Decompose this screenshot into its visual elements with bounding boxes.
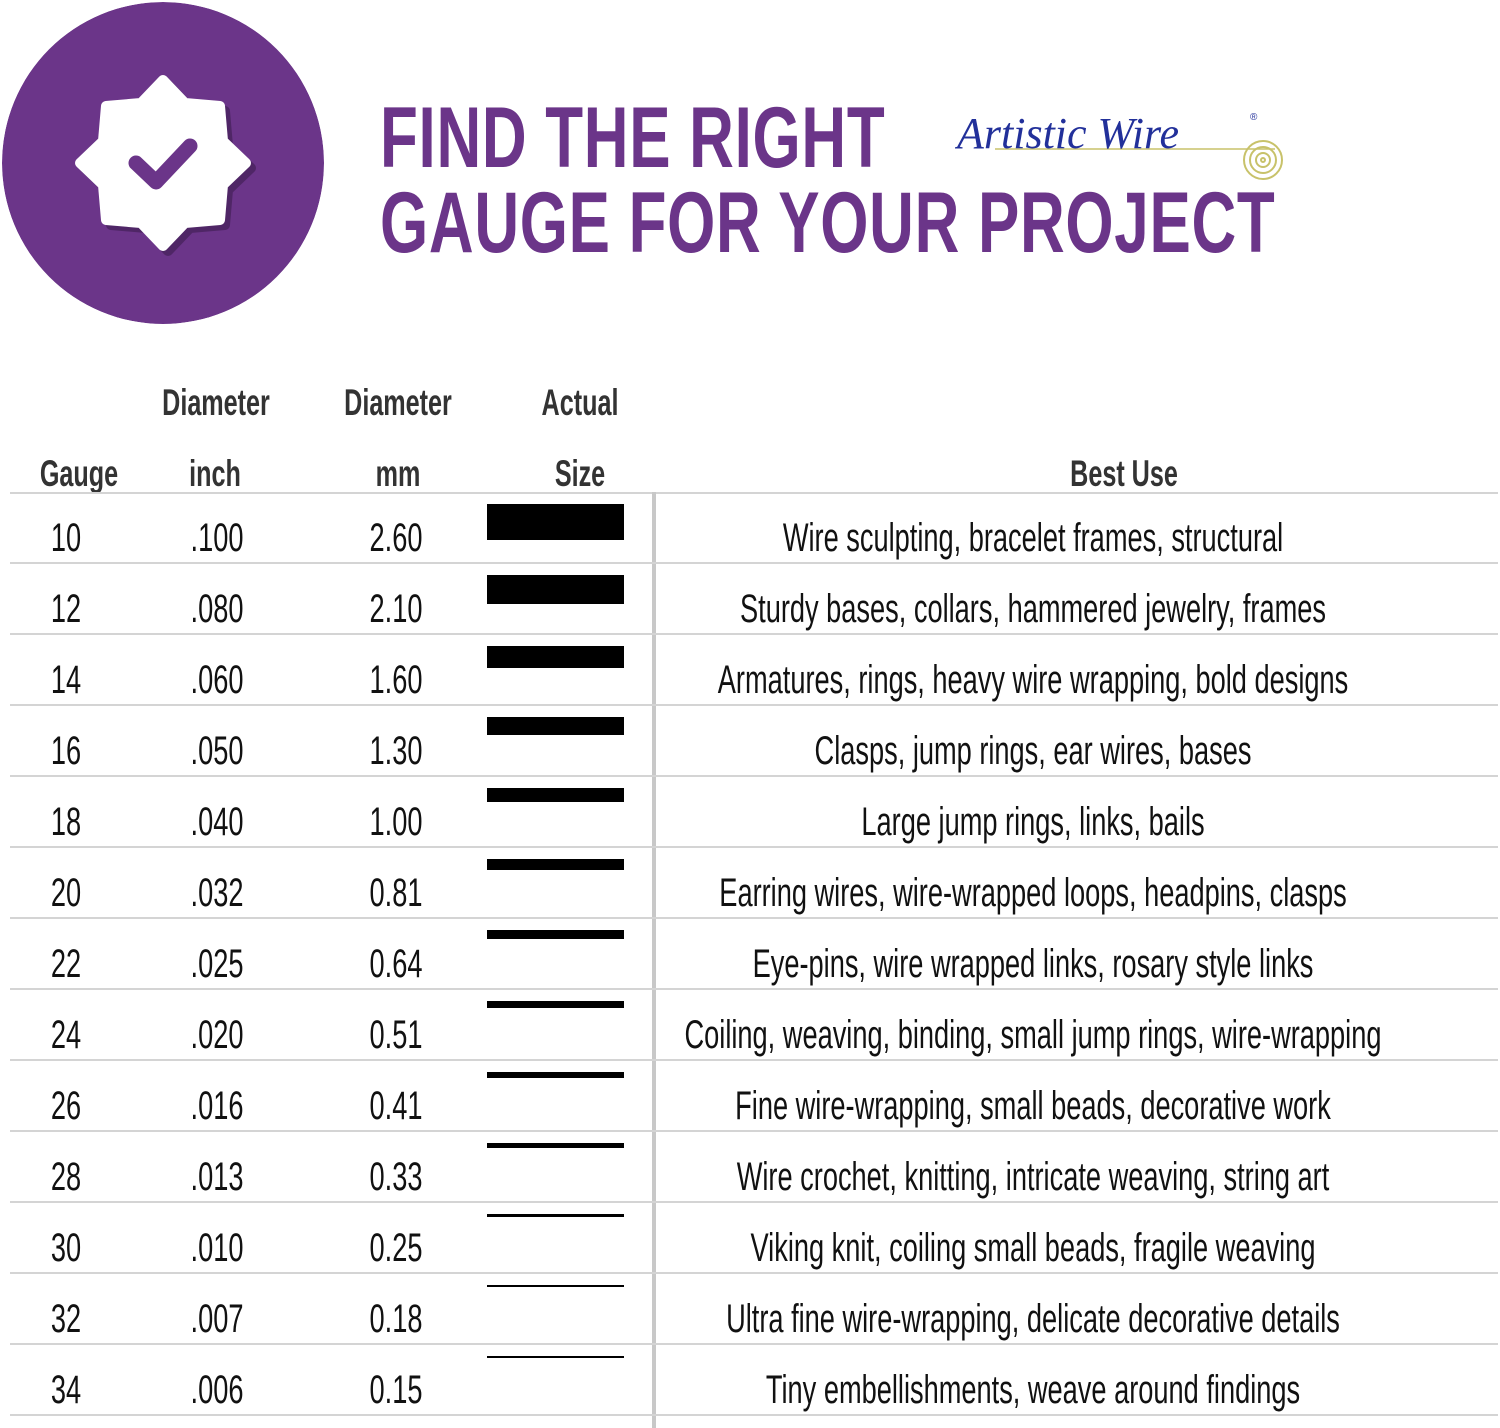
mm-cell: 1.00 — [369, 800, 423, 844]
row-divider — [10, 1059, 1498, 1061]
best-use-cell: Sturdy bases, collars, hammered jewelry,… — [739, 587, 1327, 631]
wire-size-bar — [487, 1143, 624, 1148]
gauge-cell: 28 — [50, 1155, 82, 1199]
check-badge-icon — [2, 2, 324, 324]
mm-cell: 0.33 — [369, 1155, 423, 1199]
wire-size-bar — [487, 859, 624, 871]
header-inch-top: Diameter — [162, 382, 270, 423]
gauge-cell: 26 — [50, 1084, 82, 1128]
inch-cell: .080 — [190, 587, 244, 631]
row-divider — [10, 775, 1498, 777]
svg-text:Artistic Wire: Artistic Wire — [955, 109, 1179, 158]
mm-cell: 1.60 — [369, 658, 423, 702]
best-use-cell: Viking knit, coiling small beads, fragil… — [750, 1226, 1316, 1270]
best-use-cell: Clasps, jump rings, ear wires, bases — [814, 729, 1252, 773]
row-divider — [10, 704, 1498, 706]
mm-cell: 0.41 — [369, 1084, 423, 1128]
row-divider — [10, 1201, 1498, 1203]
inch-cell: .007 — [190, 1297, 244, 1341]
gauge-cell: 16 — [50, 729, 82, 773]
mm-cell: 0.25 — [369, 1226, 423, 1270]
inch-cell: .100 — [190, 516, 244, 560]
wire-size-bar — [487, 788, 624, 802]
mm-cell: 0.51 — [369, 1013, 423, 1057]
title-line-2: GAUGE FOR YOUR PROJECT — [380, 175, 1276, 271]
wire-size-bar — [487, 504, 624, 540]
inch-cell: .050 — [190, 729, 244, 773]
header-size: Size — [554, 453, 606, 494]
header-best-use: Best Use — [1070, 453, 1178, 494]
wire-size-bar — [487, 1214, 624, 1218]
gauge-cell: 20 — [50, 871, 82, 915]
header-size-top: Actual — [541, 382, 619, 423]
gauge-cell: 30 — [50, 1226, 82, 1270]
inch-cell: .013 — [190, 1155, 244, 1199]
inch-cell: .010 — [190, 1226, 244, 1270]
mm-cell: 1.30 — [369, 729, 423, 773]
mm-cell: 2.60 — [369, 516, 423, 560]
row-divider — [10, 1414, 1498, 1416]
wire-size-bar — [487, 646, 624, 669]
wire-size-bar — [487, 1072, 624, 1078]
gauge-cell: 22 — [50, 942, 82, 986]
row-divider — [10, 917, 1498, 919]
header-mm: mm — [375, 453, 421, 494]
row-divider — [10, 1130, 1498, 1132]
row-divider — [10, 1272, 1498, 1274]
best-use-cell: Earring wires, wire-wrapped loops, headp… — [719, 871, 1347, 915]
gauge-cell: 18 — [50, 800, 82, 844]
mm-cell: 0.64 — [369, 942, 423, 986]
header-divider — [10, 492, 1498, 494]
row-divider — [10, 562, 1498, 564]
best-use-cell: Ultra fine wire-wrapping, delicate decor… — [726, 1297, 1340, 1341]
inch-cell: .020 — [190, 1013, 244, 1057]
wire-size-bar — [487, 717, 624, 735]
best-use-cell: Large jump rings, links, bails — [861, 800, 1205, 844]
header-mm-top: Diameter — [344, 382, 452, 423]
wire-size-bar — [487, 1285, 624, 1288]
inch-cell: .032 — [190, 871, 244, 915]
wire-size-bar — [487, 930, 624, 939]
best-use-cell: Fine wire-wrapping, small beads, decorat… — [735, 1084, 1331, 1128]
wire-size-bar — [487, 1001, 624, 1009]
mm-cell: 2.10 — [369, 587, 423, 631]
best-use-cell: Coiling, weaving, binding, small jump ri… — [684, 1013, 1382, 1057]
best-use-cell: Armatures, rings, heavy wire wrapping, b… — [717, 658, 1349, 702]
inch-cell: .006 — [190, 1368, 244, 1412]
gauge-cell: 12 — [50, 587, 82, 631]
mm-cell: 0.81 — [369, 871, 423, 915]
mm-cell: 0.15 — [369, 1368, 423, 1412]
inch-cell: .016 — [190, 1084, 244, 1128]
gauge-cell: 34 — [50, 1368, 82, 1412]
row-divider — [10, 1343, 1498, 1345]
best-use-cell: Tiny embellishments, weave around findin… — [765, 1368, 1301, 1412]
title-line-1: FIND THE RIGHT — [380, 90, 886, 186]
row-divider — [10, 988, 1498, 990]
inch-cell: .025 — [190, 942, 244, 986]
header-inch: inch — [189, 453, 241, 494]
artistic-wire-logo: Artistic Wire ® — [955, 109, 1283, 180]
gauge-cell: 14 — [50, 658, 82, 702]
best-use-cell: Wire crochet, knitting, intricate weavin… — [736, 1155, 1330, 1199]
best-use-cell: Eye-pins, wire wrapped links, rosary sty… — [752, 942, 1314, 986]
wire-size-bar — [487, 1356, 624, 1359]
gauge-cell: 24 — [50, 1013, 82, 1057]
inch-cell: .040 — [190, 800, 244, 844]
mm-cell: 0.18 — [369, 1297, 423, 1341]
wire-size-bar — [487, 575, 624, 604]
gauge-cell: 10 — [50, 516, 82, 560]
row-divider — [10, 846, 1498, 848]
best-use-cell: Wire sculpting, bracelet frames, structu… — [782, 516, 1284, 560]
row-divider — [10, 633, 1498, 635]
gauge-cell: 32 — [50, 1297, 82, 1341]
inch-cell: .060 — [190, 658, 244, 702]
header-gauge: Gauge — [39, 453, 119, 494]
svg-text:®: ® — [1250, 112, 1258, 123]
column-divider — [652, 492, 656, 1428]
